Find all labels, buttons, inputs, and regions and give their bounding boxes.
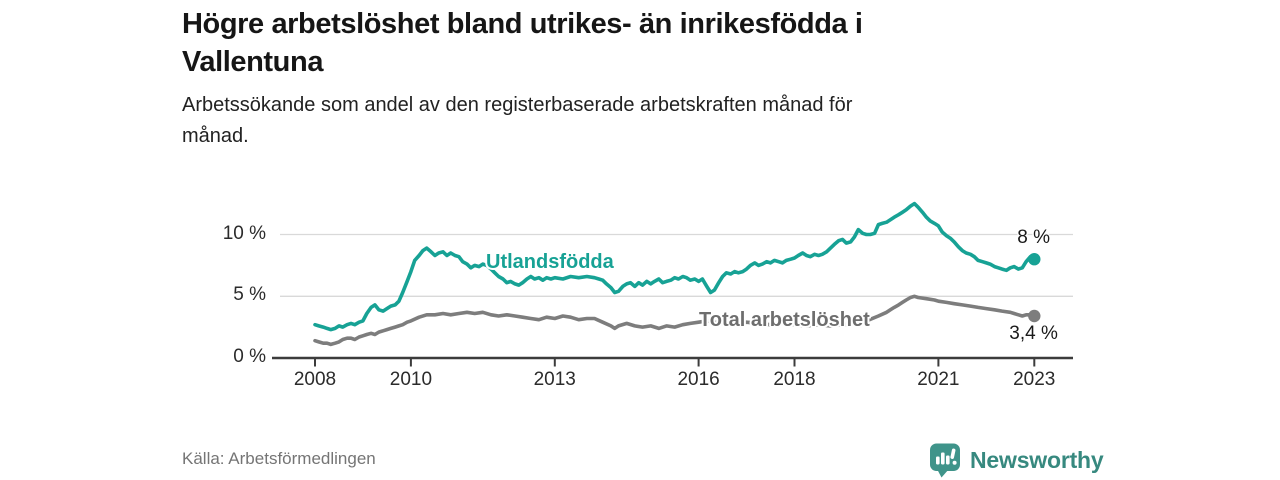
value-label-total-arbetsloshet: 3,4 % (1009, 323, 1058, 344)
value-label-utlandsfodda: 8 % (1017, 227, 1050, 249)
x-axis-label-2018: 2018 (773, 369, 816, 390)
newsworthy-logo-text: Newsworthy (970, 446, 1104, 473)
title-line-1: Högre arbetslöshet bland utrikes- än inr… (182, 8, 863, 40)
end-dot-total-arbetsloshet (1028, 309, 1041, 323)
line-utlandsfodda (313, 201, 1037, 332)
x-axis-label-2010: 2010 (389, 369, 433, 390)
series-label-total-arbetsloshet: Total arbetslöshet (699, 309, 870, 331)
x-axis-label-2013: 2013 (533, 369, 576, 390)
end-dot-utlandsfodda (1028, 253, 1041, 266)
newsworthy-logo-icon (930, 443, 960, 478)
series-label-utlandsfodda: Utlandsfödda (486, 251, 614, 273)
y-axis-label-10: 10 % (222, 222, 266, 244)
x-axis-label-2016: 2016 (677, 369, 720, 390)
subtitle-line-2: månad. (182, 125, 249, 147)
source-note: Källa: Arbetsförmedlingen (182, 449, 376, 468)
x-axis-label-2023: 2023 (1013, 369, 1056, 390)
line-total-arbetsloshet (313, 294, 1037, 347)
page-title: Högre arbetslöshet bland utrikes- än inr… (182, 5, 1082, 81)
chart-subtitle: Arbetssökande som andel av den registerb… (182, 90, 1012, 152)
y-axis-label-5: 5 % (233, 284, 266, 306)
x-axis-label-2008: 2008 (293, 369, 337, 390)
title-line-2: Vallentuna (182, 46, 324, 78)
newsworthy-logo[interactable]: Newsworthy (928, 442, 1104, 478)
subtitle-line-1: Arbetssökande som andel av den registerb… (182, 94, 853, 116)
y-axis-label-0: 0 % (233, 346, 266, 367)
x-axis-label-2021: 2021 (917, 369, 960, 390)
